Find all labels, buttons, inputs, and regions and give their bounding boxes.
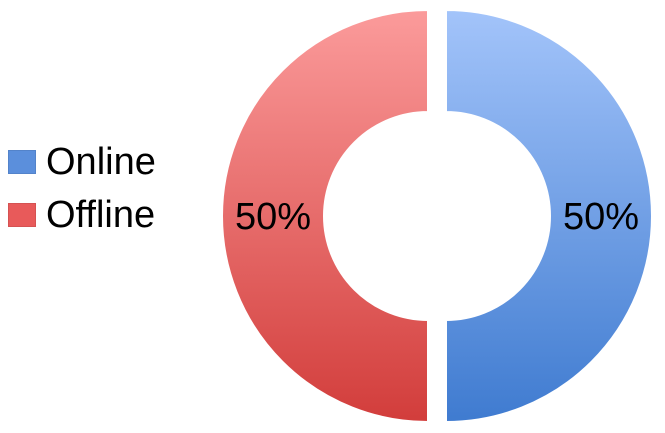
legend-swatch-offline (8, 203, 36, 227)
chart-legend: Online Offline (8, 140, 156, 246)
legend-swatch-online (8, 150, 36, 174)
legend-label-online: Online (46, 141, 156, 183)
legend-item-online: Online (8, 140, 156, 184)
donut-slice-online (445, 8, 653, 424)
data-label-online: 50% (563, 196, 639, 238)
legend-label-offline: Offline (46, 194, 156, 236)
donut-slice-offline (221, 8, 429, 424)
legend-item-offline: Offline (8, 193, 156, 237)
data-label-offline: 50% (235, 196, 311, 238)
